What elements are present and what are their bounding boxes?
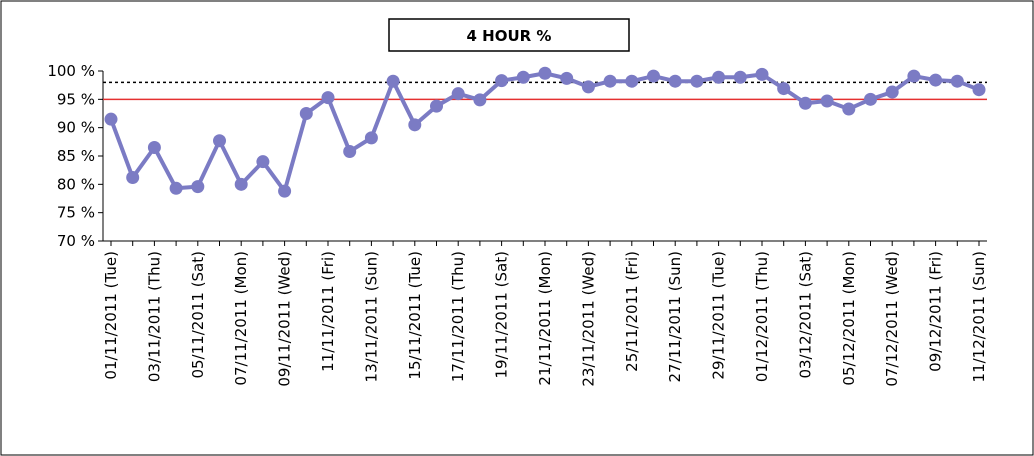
data-point <box>777 82 791 96</box>
data-point <box>321 91 335 105</box>
data-point <box>712 70 726 84</box>
x-tick-label: 09/11/2011 (Wed) <box>276 251 294 387</box>
x-tick-label: 19/11/2011 (Sat) <box>493 251 511 379</box>
x-tick-label: 07/12/2011 (Wed) <box>883 251 901 387</box>
data-point <box>668 74 682 88</box>
data-point <box>950 74 964 88</box>
y-tick-label: 90 % <box>57 119 95 137</box>
data-point <box>147 141 161 154</box>
data-point <box>733 70 747 84</box>
data-point <box>755 67 769 81</box>
data-point <box>495 74 509 88</box>
x-tick-label: 13/11/2011 (Sun) <box>362 251 380 382</box>
y-tick-label: 70 % <box>57 232 95 250</box>
data-point <box>972 83 986 97</box>
data-point <box>169 181 183 195</box>
data-point <box>213 134 226 148</box>
y-tick-label: 100 % <box>47 62 95 80</box>
series-line <box>104 66 986 198</box>
data-point <box>386 74 400 88</box>
data-point <box>907 69 921 83</box>
x-tick-label: 11/12/2011 (Sun) <box>970 251 988 382</box>
x-tick-label: 29/11/2011 (Tue) <box>710 251 728 380</box>
x-tick-label: 01/12/2011 (Thu) <box>753 251 771 382</box>
data-point <box>104 112 118 126</box>
x-tick-label: 21/11/2011 (Mon) <box>536 251 554 386</box>
x-tick-label: 27/11/2011 (Sun) <box>666 251 684 382</box>
y-tick-label: 85 % <box>57 147 95 165</box>
x-tick-label: 05/11/2011 (Sat) <box>189 251 207 379</box>
x-tick-label: 11/11/2011 (Fri) <box>319 251 337 372</box>
data-point <box>647 69 660 83</box>
chart-title: 4 HOUR % <box>467 27 552 45</box>
data-point <box>560 71 574 85</box>
data-point <box>820 94 834 108</box>
data-point <box>451 87 465 101</box>
data-point <box>234 177 248 191</box>
x-tick-label: 17/11/2011 (Thu) <box>449 251 467 382</box>
x-tick-label: 25/11/2011 (Fri) <box>623 251 641 372</box>
y-tick-label: 80 % <box>57 175 95 193</box>
data-point <box>364 131 378 145</box>
data-point <box>430 99 443 113</box>
y-tick-label: 75 % <box>57 204 95 222</box>
data-point <box>538 66 552 80</box>
data-point <box>603 74 617 88</box>
data-point <box>473 93 487 107</box>
data-point <box>885 85 899 99</box>
data-point <box>864 92 877 106</box>
data-point <box>278 184 292 198</box>
x-tick-label: 01/11/2011 (Tue) <box>102 251 120 380</box>
x-tick-label: 07/11/2011 (Mon) <box>232 251 250 386</box>
data-point <box>516 70 530 84</box>
x-tick-label: 15/11/2011 (Tue) <box>406 251 424 380</box>
y-axis: 70 % 75 % 80 % 85 % 90 % 95 % 100 % <box>47 62 104 250</box>
data-point <box>343 144 357 158</box>
data-point <box>929 73 943 87</box>
data-point <box>690 74 704 88</box>
x-tick-label: 23/11/2011 (Wed) <box>579 251 597 387</box>
data-point <box>299 107 313 120</box>
x-tick-label: 03/12/2011 (Sat) <box>796 251 814 379</box>
data-point <box>126 171 140 185</box>
data-point <box>408 118 422 132</box>
x-axis: 01/11/2011 (Tue) 03/11/2011 (Thu) 05/11/20… <box>102 240 988 387</box>
x-tick-label: 03/11/2011 (Thu) <box>145 251 163 382</box>
reference-lines <box>103 81 987 101</box>
data-point <box>581 80 595 94</box>
chart-title-box <box>388 18 630 52</box>
data-point <box>842 102 856 116</box>
y-tick-label: 95 % <box>57 90 95 108</box>
data-point <box>191 180 205 194</box>
x-tick-label: 09/12/2011 (Fri) <box>927 251 945 372</box>
data-point <box>798 96 812 110</box>
x-tick-label: 05/12/2011 (Mon) <box>840 251 858 386</box>
data-point <box>256 155 270 169</box>
data-point <box>625 74 639 88</box>
